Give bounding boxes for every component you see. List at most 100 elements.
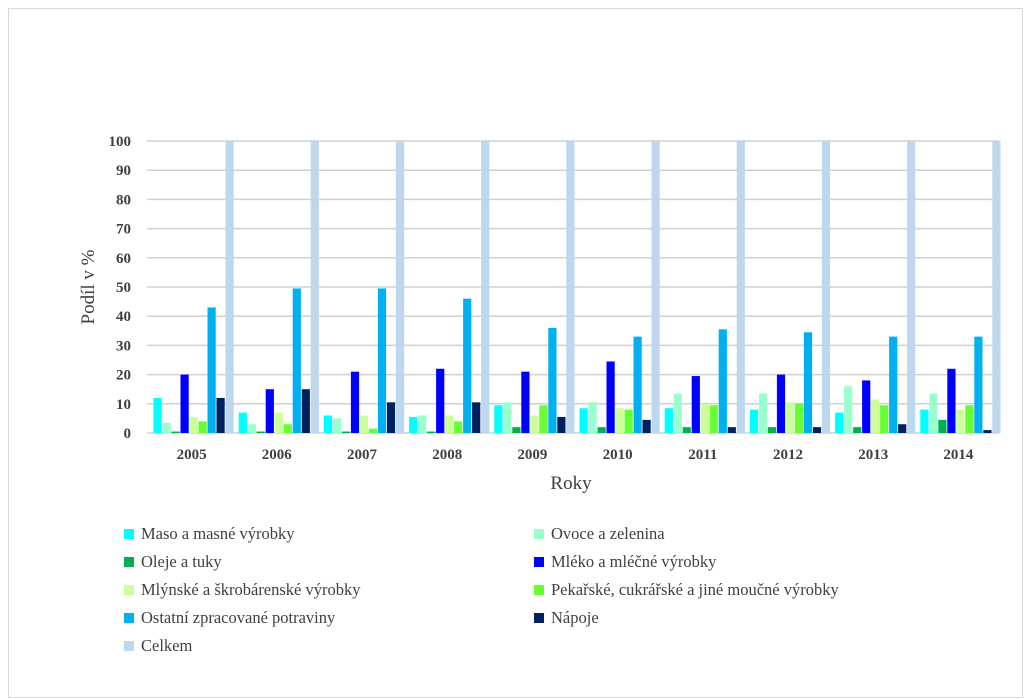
legend-item: Celkem [124,636,192,656]
bar [920,409,929,433]
bar [180,374,189,433]
bar [225,141,234,433]
x-tick-label: 2005 [177,447,207,463]
y-tick-label: 20 [116,368,131,384]
legend-label: Nápoje [551,608,599,627]
bar [615,408,624,433]
bar [189,416,198,433]
bar [557,416,566,433]
bar [983,430,992,433]
bar [454,421,463,433]
bar [368,428,378,433]
chart-frame: 0 10 20 30 40 50 60 70 80 90 100 2005 2006 2007 2008 2… [8,8,1023,698]
legend-swatch [534,557,544,567]
bar [664,408,673,433]
bar [606,361,615,433]
legend-label: Pekařské, cukrářské a jiné moučné výrobk… [551,580,839,599]
legend-label: Mléko a mléčné výrobky [551,552,717,571]
bar [292,288,301,433]
y-tick-label: 40 [116,309,131,325]
bar [812,427,822,433]
bar [310,141,319,433]
legend-swatch [124,557,134,567]
legend-label: Celkem [141,636,193,655]
bar [835,412,844,433]
bar [548,327,557,433]
bar [749,409,759,433]
bar [436,368,445,433]
y-tick-label: 80 [116,192,131,208]
legend-label: Mlýnské a škrobárenské výrobky [141,580,361,599]
x-tick-label: 2011 [688,447,717,463]
bar [718,329,727,433]
bar [539,405,548,433]
bar [445,415,454,433]
bar [463,298,472,433]
bar [880,405,889,433]
bar [700,403,709,433]
bar [579,408,588,433]
legend-item: Mlýnské a škrobárenské výrobky [124,580,361,600]
bar [633,336,642,433]
bar [323,415,333,433]
bar [992,141,1001,433]
legend-label: Oleje a tuky [141,552,222,571]
legend-item: Oleje a tuky [124,552,222,572]
y-tick-label: 90 [116,163,131,179]
y-tick-label: 100 [109,134,132,150]
bar [588,402,597,433]
bar [247,424,256,433]
bar [776,374,786,433]
legend-label: Maso a masné výrobky [141,524,295,543]
x-tick-label: 2013 [858,447,888,463]
bar [821,141,831,433]
bar [274,412,283,433]
bar [359,415,369,433]
legend-item: Mléko a mléčné výrobky [534,552,716,572]
bar [727,427,736,433]
bar [736,141,745,433]
legend-item: Nápoje [534,608,599,628]
bar [409,416,418,433]
bar [566,141,575,433]
bar [512,427,521,433]
bar [691,376,700,433]
bar [862,380,871,433]
bar [283,424,292,433]
legend-swatch [124,585,134,595]
bar [794,403,804,433]
bar [651,141,660,433]
bar [929,393,938,433]
y-tick-label: 0 [124,426,132,442]
bar [965,405,974,433]
bar [238,412,247,433]
legend-swatch [534,529,544,539]
bar [785,402,795,433]
y-axis-label: Podíl v % [78,249,99,324]
x-tick-label: 2007 [347,447,378,463]
y-tick-label: 10 [116,397,131,413]
legend-item: Ovoce a zelenina [534,524,665,544]
x-axis-label: Roky [550,473,592,494]
bar [395,141,405,433]
bar [350,371,360,433]
legend-swatch [534,613,544,623]
bar [938,419,947,433]
y-axis-ticks: 0 10 20 30 40 50 60 70 80 90 100 [109,134,132,442]
legend-item: Maso a masné výrobky [124,524,295,544]
bar [301,389,310,433]
x-tick-label: 2012 [773,447,803,463]
bar [171,431,180,433]
x-tick-label: 2009 [517,447,547,463]
legend-swatch [124,529,134,539]
bar [597,427,606,433]
bar [844,386,853,433]
legend-swatch [124,641,134,651]
bar [341,431,351,433]
legend-label: Ostatní zpracované potraviny [141,608,336,627]
bar [709,405,718,433]
bar [386,402,396,433]
bar [265,389,274,433]
x-tick-label: 2010 [603,447,633,463]
y-tick-label: 60 [116,251,131,267]
